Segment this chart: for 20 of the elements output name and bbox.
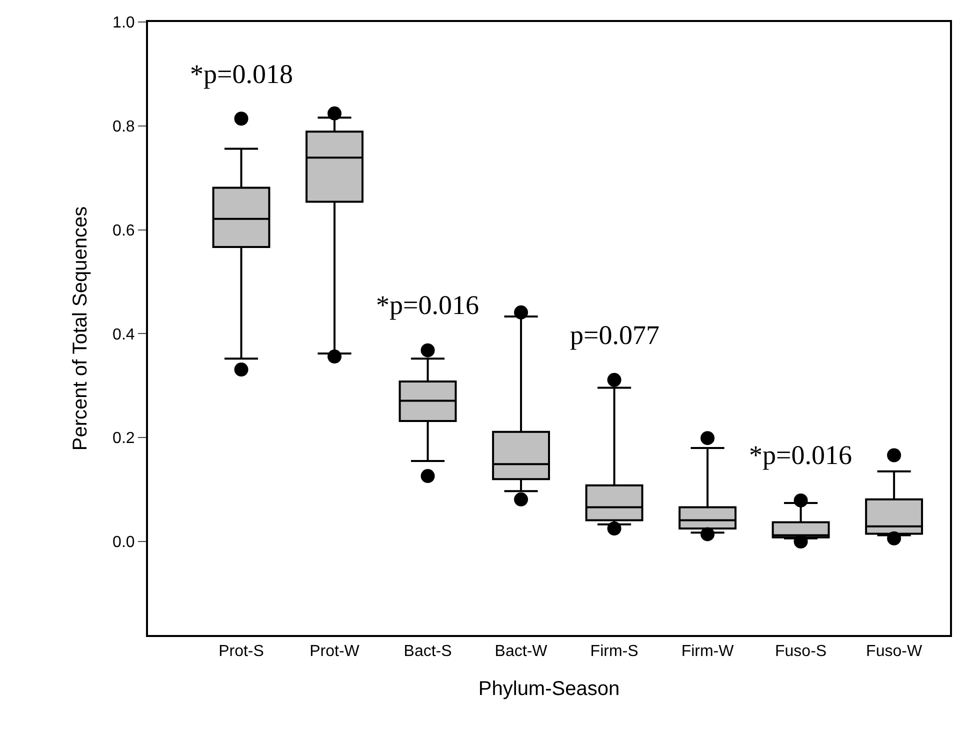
annotation: *p=0.016 [749, 440, 852, 470]
annotation: *p=0.018 [190, 59, 293, 89]
x-tick-label: Firm-W [681, 643, 735, 660]
y-tick-label: 0.4 [112, 326, 135, 344]
y-tick-label: 1.0 [112, 14, 135, 32]
x-tick-label: Firm-S [590, 643, 638, 660]
y-tick-label: 0.8 [112, 118, 135, 136]
y-axis-title: Percent of Total Sequences [70, 206, 92, 451]
x-tick-label: Bact-W [494, 643, 548, 660]
annotation: p=0.077 [570, 320, 660, 350]
y-tick-label: 0.2 [112, 430, 135, 448]
x-tick-label: Bact-S [404, 643, 452, 660]
y-tick-label: 0.0 [112, 534, 135, 552]
x-tick-label: Fuso-S [775, 643, 827, 660]
x-axis-title: Phylum-Season [478, 678, 620, 700]
x-tick-label: Prot-W [310, 643, 360, 660]
annotation: *p=0.016 [376, 290, 479, 320]
x-tick-label: Prot-S [218, 643, 264, 660]
y-tick-label: 0.6 [112, 222, 135, 240]
x-tick-label: Fuso-W [866, 643, 923, 660]
